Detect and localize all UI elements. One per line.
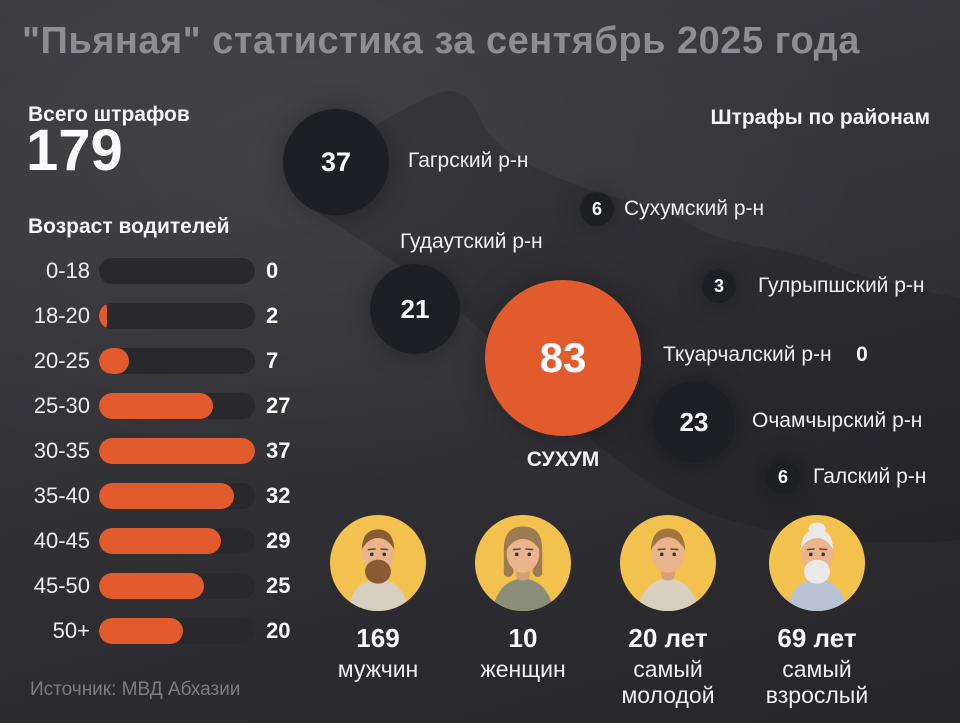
age-bar-track — [99, 437, 255, 464]
district-label: Галский р-н — [813, 465, 927, 488]
person-stat-card: 20 лет самый молодой — [588, 515, 748, 708]
age-range-label: 0-18 — [45, 257, 90, 283]
age-bar-row: 35-40 32 — [20, 473, 300, 518]
age-bar-row: 30-35 37 — [20, 428, 300, 473]
source-note: Источник: МВД Абхазии — [30, 679, 241, 700]
page-title: "Пьяная" статистика за сентябрь 2025 год… — [22, 20, 860, 62]
age-bar-fill — [99, 302, 107, 329]
age-bar-fill — [99, 527, 221, 554]
age-bar-fill — [99, 392, 213, 419]
person-stat-card: 69 лет самый взрослый — [737, 515, 897, 708]
district-bubble: 23 — [653, 381, 735, 463]
district-fines-value: 3 — [713, 276, 724, 296]
district-fines-value: 6 — [777, 467, 788, 487]
person-stat-card: 169 мужчин — [298, 515, 458, 682]
district-bubble: 6 — [580, 192, 614, 226]
person-stat-value: 169 — [356, 623, 400, 653]
person-stat-label: самый взрослый — [765, 655, 869, 708]
person-stat-value: 20 лет — [628, 623, 708, 653]
district-fines-value: 23 — [679, 407, 709, 437]
age-bar-fill — [99, 617, 183, 644]
age-bar-track — [99, 572, 255, 599]
districts-heading: Штрафы по районам — [710, 106, 930, 129]
old-man-icon — [769, 515, 865, 611]
age-bar-row: 50+ 20 — [20, 608, 300, 653]
total-fines-label: Всего штрафов — [28, 103, 190, 126]
age-bar-value: 37 — [266, 437, 291, 463]
age-bar-fill — [99, 437, 255, 464]
age-range-label: 30-35 — [33, 437, 90, 463]
young-man-icon — [620, 515, 716, 611]
district-label: Сухумский р-н — [624, 197, 765, 220]
age-bar-fill — [99, 347, 129, 374]
age-bar-track — [99, 617, 255, 644]
age-range-label: 18-20 — [33, 302, 90, 328]
age-bar-value: 2 — [266, 302, 279, 328]
person-stat-card: 10 женщин — [443, 515, 603, 682]
person-stat-label: самый молодой — [621, 655, 715, 708]
woman-icon — [475, 515, 571, 611]
age-bar-track — [99, 302, 255, 329]
person-stat-value: 69 лет — [777, 623, 857, 653]
age-bar-row: 0-18 0 — [20, 248, 300, 293]
bearded-man-icon — [330, 515, 426, 611]
age-range-label: 35-40 — [33, 482, 90, 508]
age-bar-track — [99, 482, 255, 509]
district-bubble: 21 — [370, 264, 460, 354]
capital-bubble: 83 — [485, 280, 641, 436]
age-bar-track — [99, 257, 255, 284]
district-label: СУХУМ — [526, 448, 600, 471]
district-label: Гудаутский р-н — [400, 230, 543, 253]
age-range-label: 45-50 — [33, 572, 90, 598]
age-bar-fill — [99, 482, 234, 509]
district-bubble: 6 — [766, 460, 800, 494]
age-bar-track — [99, 527, 255, 554]
age-range-label: 50+ — [52, 617, 90, 643]
age-bar-row: 20-25 7 — [20, 338, 300, 383]
age-bar-row: 45-50 25 — [20, 563, 300, 608]
person-stat-label: женщин — [480, 655, 566, 682]
district-label: Гулрыпшский р-н — [758, 274, 925, 297]
person-stat-label: мужчин — [337, 655, 419, 682]
district-label: Ткуарчалский р-н — [663, 343, 832, 366]
district-fines-value: 37 — [320, 146, 352, 177]
district-label: Гагрский р-н — [408, 149, 529, 172]
age-chart-heading: Возраст водителей — [28, 215, 230, 238]
age-bar-value: 7 — [266, 347, 279, 373]
age-bar-chart: 0-18 0 18-20 2 20-25 7 25-30 27 30-35 37 35-40 32 40… — [20, 248, 300, 653]
district-fines-value: 0 — [856, 343, 868, 366]
district-bubble: 37 — [283, 109, 389, 215]
age-bar-value: 32 — [266, 482, 291, 508]
age-bar-track — [99, 392, 255, 419]
district-label: Очамчырский р-н — [752, 409, 923, 432]
district-fines-value: 21 — [400, 294, 430, 324]
age-bar-value: 0 — [266, 257, 279, 283]
age-bar-fill — [99, 572, 204, 599]
age-bar-value: 25 — [266, 572, 291, 598]
age-range-label: 25-30 — [33, 392, 90, 418]
age-bar-row: 18-20 2 — [20, 293, 300, 338]
district-fines-value: 6 — [591, 199, 602, 219]
age-bar-track — [99, 347, 255, 374]
total-fines-value: 179 — [26, 118, 123, 183]
age-bar-row: 25-30 27 — [20, 383, 300, 428]
age-bar-value: 20 — [266, 617, 291, 643]
age-bar-row: 40-45 29 — [20, 518, 300, 563]
age-range-label: 40-45 — [33, 527, 90, 553]
district-fines-value: 83 — [539, 334, 587, 381]
district-bubble: 3 — [702, 269, 736, 303]
age-bar-value: 29 — [266, 527, 291, 553]
person-stat-value: 10 — [508, 623, 538, 653]
age-range-label: 20-25 — [33, 347, 90, 373]
age-bar-value: 27 — [266, 392, 291, 418]
